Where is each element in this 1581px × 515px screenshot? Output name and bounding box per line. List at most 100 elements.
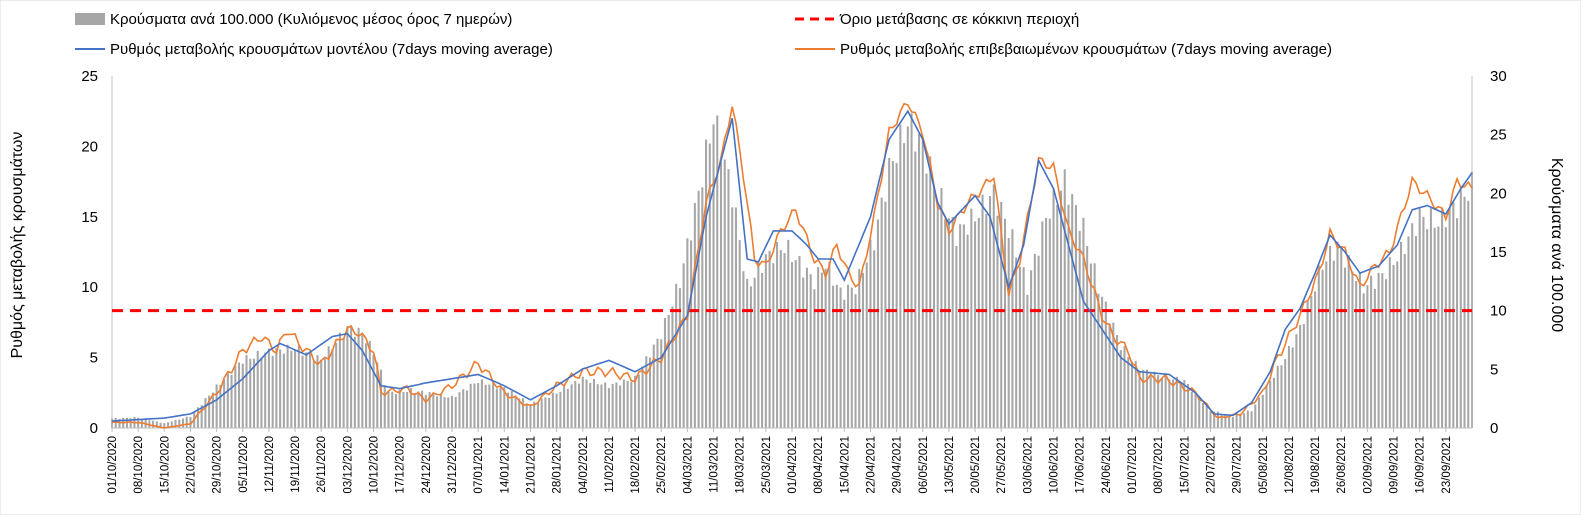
case-bar xyxy=(925,173,928,428)
case-bar xyxy=(675,283,678,428)
case-bar xyxy=(761,272,764,428)
case-bar xyxy=(947,218,950,428)
case-bar xyxy=(320,359,323,428)
case-bar xyxy=(768,250,771,428)
case-bar xyxy=(365,343,368,428)
case-bar xyxy=(1074,205,1077,428)
case-bar xyxy=(252,358,256,428)
x-tick-label: 04/02/2021 xyxy=(578,436,590,494)
case-bar xyxy=(357,327,360,428)
case-bar xyxy=(361,335,364,428)
case-bar xyxy=(1358,272,1361,428)
case-bar xyxy=(215,384,218,428)
x-tick-label: 09/09/2021 xyxy=(1389,436,1401,494)
case-bar xyxy=(488,384,491,428)
x-tick-label: 19/08/2021 xyxy=(1310,436,1322,494)
case-bar xyxy=(798,255,801,428)
left-tick-label: 25 xyxy=(81,68,98,85)
case-bar xyxy=(1134,361,1137,428)
case-bar xyxy=(514,395,517,428)
right-axis-ticks: 0 5 10 15 20 25 30 xyxy=(1490,68,1507,437)
case-bar xyxy=(443,397,446,428)
case-bar xyxy=(544,397,547,428)
case-bar xyxy=(379,369,383,428)
case-bar xyxy=(1392,264,1395,428)
case-bar xyxy=(895,163,898,428)
case-bar xyxy=(682,263,685,428)
case-bar xyxy=(521,398,525,428)
case-bar xyxy=(1116,335,1119,428)
case-bar xyxy=(245,355,248,428)
x-tick-label: 17/06/2021 xyxy=(1075,436,1087,494)
case-bar xyxy=(772,263,775,428)
case-bar xyxy=(152,420,155,428)
case-bar xyxy=(540,398,543,428)
case-bar xyxy=(1362,293,1365,428)
case-bar xyxy=(1310,296,1313,428)
case-bar xyxy=(241,363,244,428)
case-bar xyxy=(701,187,704,428)
case-bar xyxy=(962,224,965,428)
case-bar xyxy=(637,374,640,428)
case-bar xyxy=(906,126,909,428)
right-tick-label: 10 xyxy=(1490,303,1507,320)
case-bar xyxy=(368,340,371,428)
case-bar xyxy=(1142,369,1145,428)
case-bar xyxy=(570,384,573,428)
case-bar xyxy=(417,391,420,428)
case-bar xyxy=(843,299,846,428)
case-bar xyxy=(413,392,416,428)
case-bar xyxy=(787,239,790,428)
case-bar xyxy=(738,240,741,428)
case-bar xyxy=(951,216,954,428)
x-tick-label: 05/11/2020 xyxy=(238,436,250,493)
case-bar xyxy=(1056,204,1059,428)
case-bar xyxy=(622,379,625,428)
case-bar xyxy=(585,379,588,428)
case-bar xyxy=(600,384,603,428)
x-tick-label: 22/07/2021 xyxy=(1206,436,1218,494)
case-bar xyxy=(230,374,233,428)
case-bar xyxy=(495,388,498,428)
case-bar xyxy=(1018,266,1021,428)
case-bar xyxy=(790,262,794,428)
case-bar xyxy=(503,387,506,428)
case-bar xyxy=(1426,229,1429,428)
case-bar xyxy=(1448,208,1451,428)
legend-bars-swatch xyxy=(75,13,105,25)
case-bar xyxy=(155,421,158,428)
case-bar xyxy=(1388,257,1391,428)
case-bar xyxy=(211,392,214,428)
case-bar xyxy=(776,241,779,428)
case-bar xyxy=(1198,398,1201,428)
case-bar xyxy=(421,390,424,428)
case-bar xyxy=(301,355,304,428)
case-bar xyxy=(510,390,513,428)
case-bar xyxy=(1127,357,1130,428)
right-tick-label: 5 xyxy=(1490,361,1498,378)
case-bar xyxy=(880,197,883,428)
case-bar xyxy=(1366,285,1369,428)
case-bar xyxy=(1265,385,1268,428)
case-bar xyxy=(1340,247,1343,428)
case-bar xyxy=(1149,376,1152,428)
case-bar xyxy=(716,115,719,428)
x-tick-label: 12/08/2021 xyxy=(1284,436,1296,494)
case-bar xyxy=(723,159,726,428)
case-bar xyxy=(899,124,902,428)
case-bar xyxy=(847,284,850,428)
case-bar xyxy=(970,208,973,428)
case-bar xyxy=(686,238,689,428)
case-bar xyxy=(779,250,782,428)
case-bar xyxy=(1130,361,1134,428)
x-tick-label: 03/12/2020 xyxy=(342,436,354,494)
case-bar xyxy=(1041,221,1044,428)
case-bar xyxy=(409,388,412,428)
case-bar xyxy=(477,383,480,428)
case-bar xyxy=(865,262,868,428)
case-bar xyxy=(903,143,906,428)
case-bar xyxy=(525,403,528,428)
case-bar xyxy=(1441,207,1444,428)
case-bar xyxy=(977,217,980,428)
case-bar xyxy=(424,394,427,428)
